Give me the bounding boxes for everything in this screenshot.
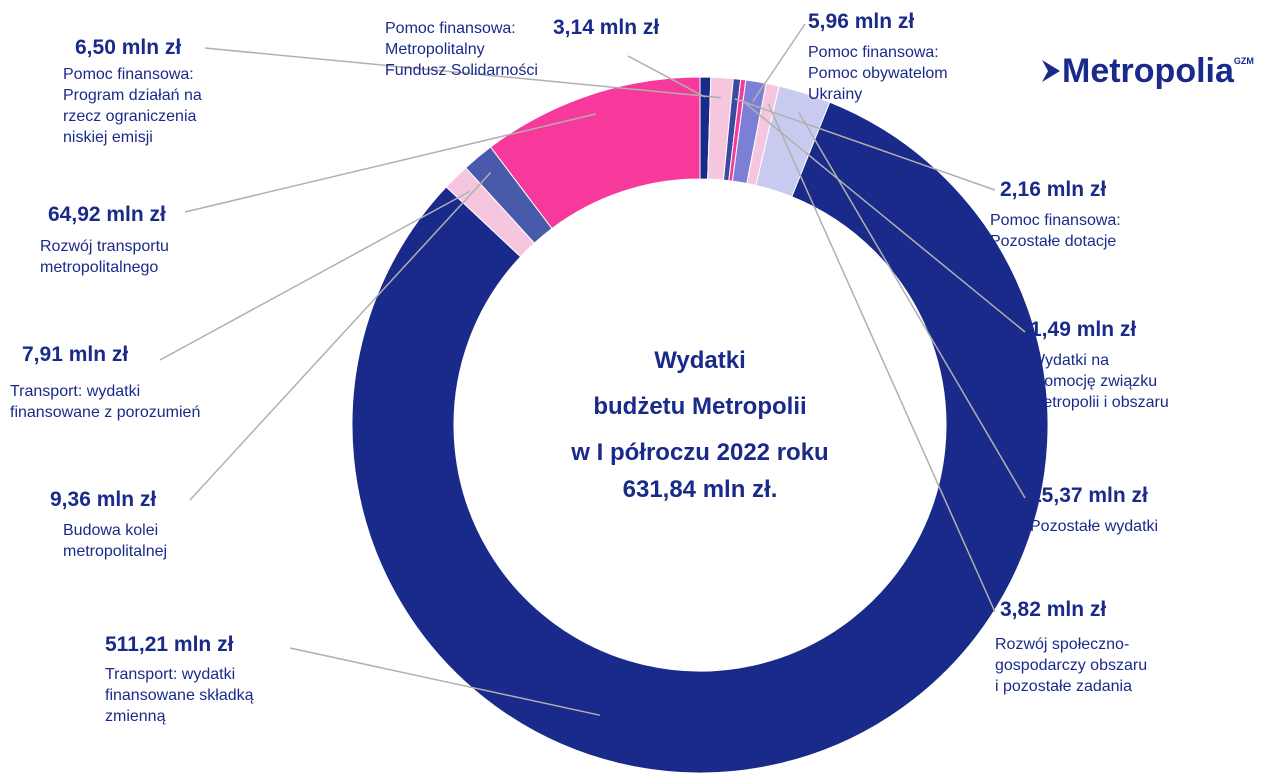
logo: MetropoliaGZM [1040,52,1254,91]
category-label: Wydatki na promocję związku Metropolii i… [1030,352,1169,411]
category-label: Pomoc finansowa: Program działań na rzec… [63,66,202,146]
category-label: Transport: wydatki finansowane z porozum… [10,383,201,421]
value-label: 5,96 mln zł [808,10,915,33]
leader-line [752,23,806,102]
center-total: 631,84 mln zł. [622,476,778,503]
value-label: 6,50 mln zł [75,36,182,59]
logo-arrow [1042,60,1060,82]
center-title: Wydatki budżetu Metropolii w I półroczu … [571,347,829,466]
leader-line [627,55,706,98]
leader-line [734,98,996,191]
value-label: 1,49 mln zł [1030,318,1137,341]
leader-line [184,113,597,213]
leader-line [767,103,996,613]
value-label: 3,82 mln zł [1000,598,1107,621]
donut-segment [351,101,1049,774]
category-label: Rozwój społeczno- gospodarczy obszaru i … [995,636,1148,695]
category-label: Pomoc finansowa: Pomoc obywatelom Ukrain… [808,44,948,103]
leader-line [798,111,1026,499]
value-label: 64,92 mln zł [48,203,166,226]
value-label: 2,16 mln zł [1000,178,1107,201]
value-label: 511,21 mln zł [105,633,234,656]
value-label: 3,14 mln zł [553,16,660,39]
category-label: Rozwój transportu metropolitalnego [40,238,169,276]
category-label: Pomoc finansowa: Pozostałe dotacje [990,212,1121,250]
logo-text: Metropolia [1062,52,1234,90]
leader-line [204,47,721,99]
leader-line [740,98,1026,333]
category-label: Budowa kolei metropolitalnej [63,522,168,560]
category-label: Transport: wydatki finansowane składką z… [105,666,254,725]
category-label: Pomoc finansowa: Metropolitalny Fundusz … [385,20,538,79]
category-label: Pozostałe wydatki [1030,518,1159,535]
leader-line [289,647,600,716]
logo-sup: GZM [1233,56,1254,66]
value-label: 9,36 mln zł [50,488,157,511]
value-label: 15,37 mln zł [1030,484,1148,507]
value-label: 7,91 mln zł [22,343,129,366]
donut-segment [489,76,701,230]
leader-line [159,190,471,361]
leader-line [189,171,492,501]
